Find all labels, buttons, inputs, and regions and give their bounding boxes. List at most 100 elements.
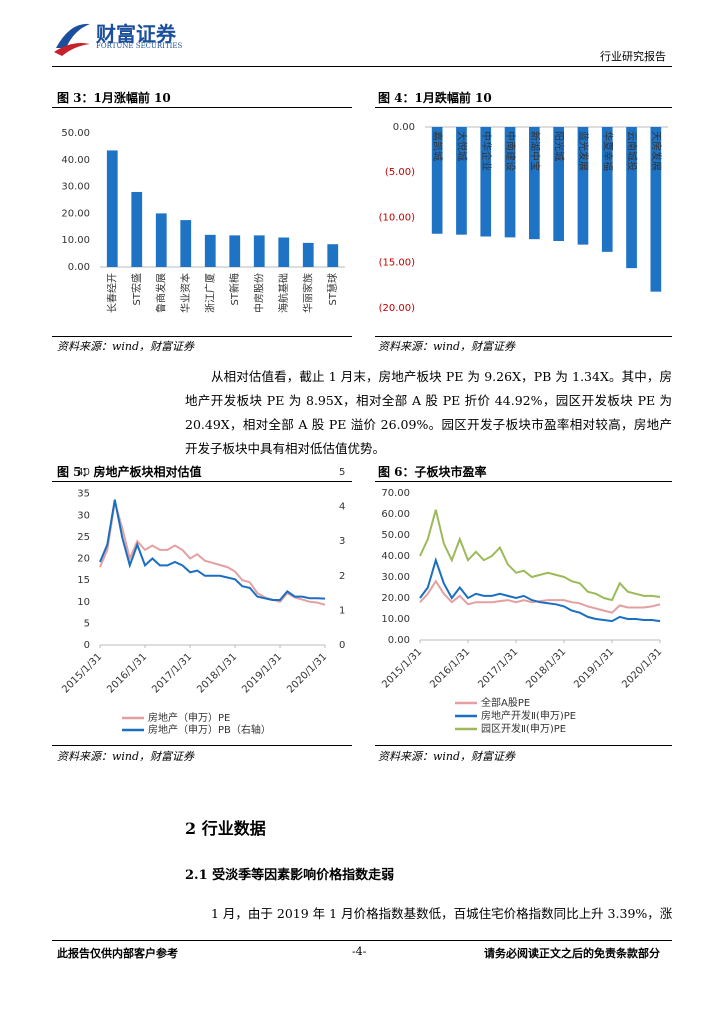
x-tick-label: 2015/1/31 xyxy=(60,651,104,695)
y-tick-label: 60.00 xyxy=(381,509,410,520)
bar xyxy=(155,213,167,267)
x-tick-label: 阳光城 xyxy=(553,131,566,161)
bar xyxy=(204,234,216,267)
figure-title: 图 4：1月跌幅前 10 xyxy=(378,91,492,105)
bar xyxy=(650,127,662,292)
rule xyxy=(375,745,672,746)
legend-label: 房地产（申万）PE xyxy=(148,711,230,724)
x-tick-label: 中华企业 xyxy=(480,131,493,171)
logo-cn: 财富证券 xyxy=(96,22,176,46)
x-tick-label: 长春经开 xyxy=(105,273,118,313)
y-tick-label: (5.00) xyxy=(385,167,415,178)
x-tick-label: 2018/1/31 xyxy=(195,651,239,695)
y-tick-label: 5 xyxy=(84,618,90,629)
bar xyxy=(180,220,192,267)
figure-title: 图 6：子板块市盈率 xyxy=(378,465,487,479)
y-tick-label: (20.00) xyxy=(379,303,416,314)
series-line xyxy=(419,556,661,623)
y-tick-label: 15 xyxy=(77,575,90,586)
y-tick-label: 70.00 xyxy=(381,488,410,499)
bar xyxy=(504,127,516,238)
y-tick-label: 30 xyxy=(77,510,90,521)
footer-rule xyxy=(52,940,672,941)
x-tick-label: 2020/1/31 xyxy=(285,651,329,695)
paragraph: 从相对估值看，截止 1 月末，房地产板块 PE 为 9.26X，PB 为 1.3… xyxy=(185,369,672,456)
x-tick-label: 华业资本 xyxy=(179,273,192,313)
bar xyxy=(626,127,637,269)
bar xyxy=(302,242,314,267)
rule xyxy=(52,107,352,108)
y-tick-label: 20.00 xyxy=(61,208,90,219)
y-tick-label: 30.00 xyxy=(381,572,410,583)
figure-source: 资料来源：wind，财富证券 xyxy=(378,340,516,353)
rule xyxy=(375,336,672,337)
bar xyxy=(229,235,241,267)
legend-label: 全部A股PE xyxy=(481,696,530,709)
series-line xyxy=(419,579,661,614)
bar xyxy=(480,127,492,237)
y-tick-label: 40.00 xyxy=(61,155,90,166)
x-tick-label: 华夏幸福 xyxy=(601,131,614,171)
x-tick-label: 2019/1/31 xyxy=(240,651,284,695)
bar xyxy=(456,127,467,235)
x-tick-label: 天房发展 xyxy=(650,131,663,171)
y-tick-label: 0.00 xyxy=(68,262,90,273)
y-tick-label: 0.00 xyxy=(393,122,415,133)
x-tick-label: 嘉凯城 xyxy=(431,131,444,161)
legend-label: 园区开发Ⅱ(申万)PE xyxy=(481,722,566,735)
figure-source: 资料来源：wind，财富证券 xyxy=(57,340,195,353)
series-line xyxy=(99,502,326,606)
figure-title: 图 5：房地产板块相对估值 xyxy=(57,465,202,479)
x-tick-label: 海航基础 xyxy=(277,273,290,313)
y2-tick-label: 0 xyxy=(339,640,345,651)
bar xyxy=(106,150,118,267)
x-tick-label: 云南城投 xyxy=(626,131,639,171)
y-tick-label: 10.00 xyxy=(381,614,410,625)
y-tick-label: 0 xyxy=(84,640,90,651)
x-tick-label: 中南建设 xyxy=(504,131,517,171)
section-title: 2 行业数据 xyxy=(185,819,266,838)
x-tick-label: 2017/1/31 xyxy=(476,646,520,690)
x-tick-label: 2016/1/31 xyxy=(105,651,149,695)
footer-right: 请务必阅读正文之后的免责条款部分 xyxy=(484,947,660,960)
rule xyxy=(52,481,352,482)
series-line xyxy=(99,499,326,601)
y-tick-label: 50.00 xyxy=(381,530,410,541)
x-tick-label: ST新梅 xyxy=(228,273,241,305)
rule xyxy=(52,336,352,337)
y-tick-label: 25 xyxy=(77,532,90,543)
y-tick-label: (15.00) xyxy=(379,258,416,269)
page-number: -4- xyxy=(352,945,367,958)
y-tick-label: 10 xyxy=(77,597,90,608)
x-tick-label: 2020/1/31 xyxy=(620,646,664,690)
bar xyxy=(253,235,265,267)
rule xyxy=(375,481,672,482)
y-tick-label: 30.00 xyxy=(61,182,90,193)
footer-left: 此报告仅供内部客户参考 xyxy=(57,947,178,960)
x-tick-label: 大悦城 xyxy=(455,131,468,161)
x-tick-label: 2016/1/31 xyxy=(428,646,472,690)
y2-tick-label: 4 xyxy=(339,502,345,513)
bar xyxy=(278,237,290,267)
x-tick-label: ST慧球 xyxy=(326,273,339,305)
paragraph: 1 月，由于 2019 年 1 月价格指数基数低，百城住宅价格指数同比上升 3.… xyxy=(211,906,672,921)
x-tick-label: 浙江广厦 xyxy=(204,273,216,313)
x-tick-label: 2019/1/31 xyxy=(572,646,616,690)
y-tick-label: 10.00 xyxy=(61,235,90,246)
bar xyxy=(131,191,143,267)
x-tick-label: 新湖中宝 xyxy=(528,131,541,171)
rule xyxy=(375,107,672,108)
bar xyxy=(601,127,613,252)
figure-source: 资料来源：wind，财富证券 xyxy=(378,750,516,763)
x-tick-label: 蓝光发展 xyxy=(577,131,590,171)
bar xyxy=(529,127,540,240)
figure-source: 资料来源：wind，财富证券 xyxy=(57,750,195,763)
logo-icon xyxy=(54,23,90,56)
x-tick-label: ST宏盛 xyxy=(130,273,143,305)
y-tick-label: 20.00 xyxy=(381,593,410,604)
y-tick-label: 20 xyxy=(77,554,90,565)
legend-label: 房地产开发Ⅱ(申万)PE xyxy=(481,709,576,722)
y2-tick-label: 5 xyxy=(339,467,345,478)
x-tick-label: 华丽家族 xyxy=(301,273,314,313)
